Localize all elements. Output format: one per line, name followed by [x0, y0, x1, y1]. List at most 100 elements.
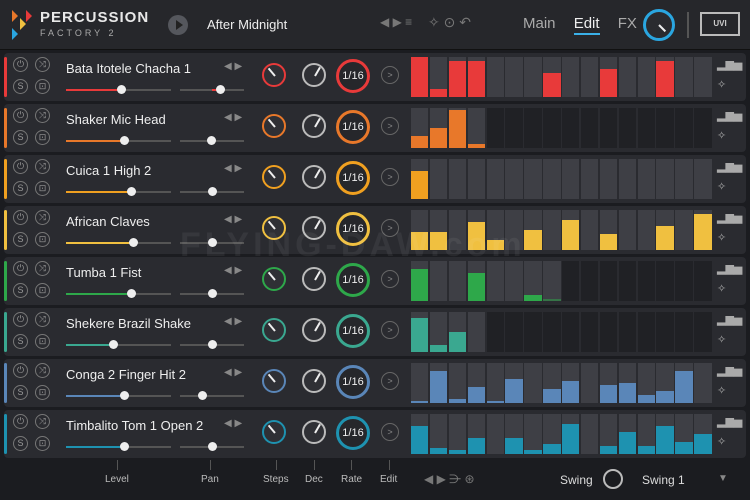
next-preset-icon[interactable]: ▶	[392, 15, 402, 29]
shuffle-icon[interactable]: ⤨	[35, 159, 50, 174]
step-cell[interactable]	[694, 108, 712, 148]
solo-icon[interactable]: S	[13, 130, 28, 145]
rate-knob[interactable]: 1/16	[336, 110, 370, 144]
steps-knob[interactable]	[262, 114, 286, 138]
lock-icon[interactable]: ⊡	[35, 436, 50, 451]
chevron-down-icon[interactable]: ▼	[718, 473, 728, 484]
step-cell[interactable]	[524, 57, 542, 97]
magic-wand-icon[interactable]: ✧	[717, 334, 727, 346]
step-cell[interactable]	[448, 363, 467, 403]
step-cell[interactable]	[694, 312, 712, 352]
decay-knob[interactable]	[302, 420, 326, 444]
step-cell[interactable]	[694, 159, 712, 199]
step-cell[interactable]	[562, 312, 580, 352]
magic-wand-icon[interactable]: ✧	[717, 436, 727, 448]
step-cell[interactable]	[562, 159, 580, 199]
step-cell[interactable]	[580, 57, 599, 97]
magic-wand-icon[interactable]: ✧	[717, 79, 727, 91]
step-cell[interactable]	[694, 57, 712, 97]
step-cell[interactable]	[656, 57, 674, 97]
step-cell[interactable]	[580, 363, 599, 403]
edit-button[interactable]: >	[381, 270, 399, 288]
edit-button[interactable]: >	[381, 168, 399, 186]
step-cell[interactable]	[467, 159, 485, 199]
step-cell[interactable]	[524, 261, 542, 301]
sample-nav[interactable]: ◀ ▶	[224, 367, 243, 378]
step-cell[interactable]	[486, 414, 504, 454]
track-name[interactable]: Bata Itotele Chacha 1	[66, 61, 192, 76]
sample-nav[interactable]: ◀ ▶	[224, 418, 243, 429]
preset-nav[interactable]: ◀ ▶ ≡	[380, 15, 412, 29]
step-cell[interactable]	[411, 363, 429, 403]
step-cell[interactable]	[618, 363, 636, 403]
shuffle-icon[interactable]: ⤨	[35, 312, 50, 327]
pan-slider[interactable]	[180, 85, 244, 94]
step-cell[interactable]	[580, 312, 599, 352]
step-cell[interactable]	[467, 312, 485, 352]
decay-knob[interactable]	[302, 318, 326, 342]
step-cell[interactable]	[562, 261, 580, 301]
step-cell[interactable]	[411, 108, 429, 148]
steps-knob[interactable]	[262, 165, 286, 189]
step-cell[interactable]	[618, 108, 636, 148]
solo-icon[interactable]: S	[13, 79, 28, 94]
step-cell[interactable]	[675, 108, 693, 148]
step-cell[interactable]	[543, 414, 561, 454]
step-cell[interactable]	[637, 312, 655, 352]
track-name[interactable]: Shekere Brazil Shake	[66, 316, 192, 331]
power-icon[interactable]: ⏻	[13, 414, 28, 429]
solo-icon[interactable]: S	[13, 385, 28, 400]
step-cell[interactable]	[637, 363, 655, 403]
step-cell[interactable]	[486, 261, 504, 301]
step-cell[interactable]	[448, 108, 467, 148]
lock-icon[interactable]: ⊡	[35, 232, 50, 247]
step-cell[interactable]	[675, 414, 693, 454]
undo-icon[interactable]: ↶	[459, 14, 471, 30]
step-cell[interactable]	[448, 57, 467, 97]
step-cell[interactable]	[675, 261, 693, 301]
step-cell[interactable]	[618, 159, 636, 199]
step-cell[interactable]	[637, 108, 655, 148]
shuffle-icon[interactable]: ⤨	[35, 261, 50, 276]
step-cell[interactable]	[429, 261, 448, 301]
step-cell[interactable]	[429, 57, 448, 97]
track-name[interactable]: Timbalito Tom 1 Open 2	[66, 418, 204, 433]
edit-button[interactable]: >	[381, 372, 399, 390]
shuffle-icon[interactable]: ⤨	[35, 414, 50, 429]
step-cell[interactable]	[524, 159, 542, 199]
lock-icon[interactable]: ⊡	[35, 79, 50, 94]
step-cell[interactable]	[656, 363, 674, 403]
level-slider[interactable]	[66, 85, 171, 94]
pan-slider[interactable]	[180, 340, 244, 349]
lock-icon[interactable]: ⊡	[35, 334, 50, 349]
power-icon[interactable]: ⏻	[13, 312, 28, 327]
step-cell[interactable]	[599, 261, 618, 301]
power-icon[interactable]: ⏻	[13, 363, 28, 378]
steps-knob[interactable]	[262, 216, 286, 240]
step-cell[interactable]	[675, 312, 693, 352]
magic-wand-icon[interactable]: ✧	[717, 232, 727, 244]
preset-menu-icon[interactable]: ≡	[405, 15, 413, 29]
track-name[interactable]: Shaker Mic Head	[66, 112, 166, 127]
sample-nav[interactable]: ◀ ▶	[224, 163, 243, 174]
swing-select[interactable]: Swing 1	[642, 473, 685, 487]
level-slider[interactable]	[66, 442, 171, 451]
track-name[interactable]: Conga 2 Finger Hit 2	[66, 367, 186, 382]
step-cell[interactable]	[618, 57, 636, 97]
step-cell[interactable]	[543, 57, 561, 97]
track-name[interactable]: African Claves	[66, 214, 150, 229]
step-cell[interactable]	[411, 261, 429, 301]
level-slider[interactable]	[66, 340, 171, 349]
step-cell[interactable]	[599, 414, 618, 454]
preset-name[interactable]: After Midnight	[207, 17, 288, 32]
magic-wand-icon[interactable]: ✧	[717, 181, 727, 193]
step-cell[interactable]	[505, 210, 523, 250]
step-cell[interactable]	[675, 210, 693, 250]
velocity-icon[interactable]: ▂▆▅	[717, 365, 743, 377]
steps-knob[interactable]	[262, 267, 286, 291]
step-cell[interactable]	[637, 414, 655, 454]
decay-knob[interactable]	[302, 369, 326, 393]
prev-preset-icon[interactable]: ◀	[380, 15, 390, 29]
step-cell[interactable]	[599, 210, 618, 250]
step-cell[interactable]	[656, 159, 674, 199]
